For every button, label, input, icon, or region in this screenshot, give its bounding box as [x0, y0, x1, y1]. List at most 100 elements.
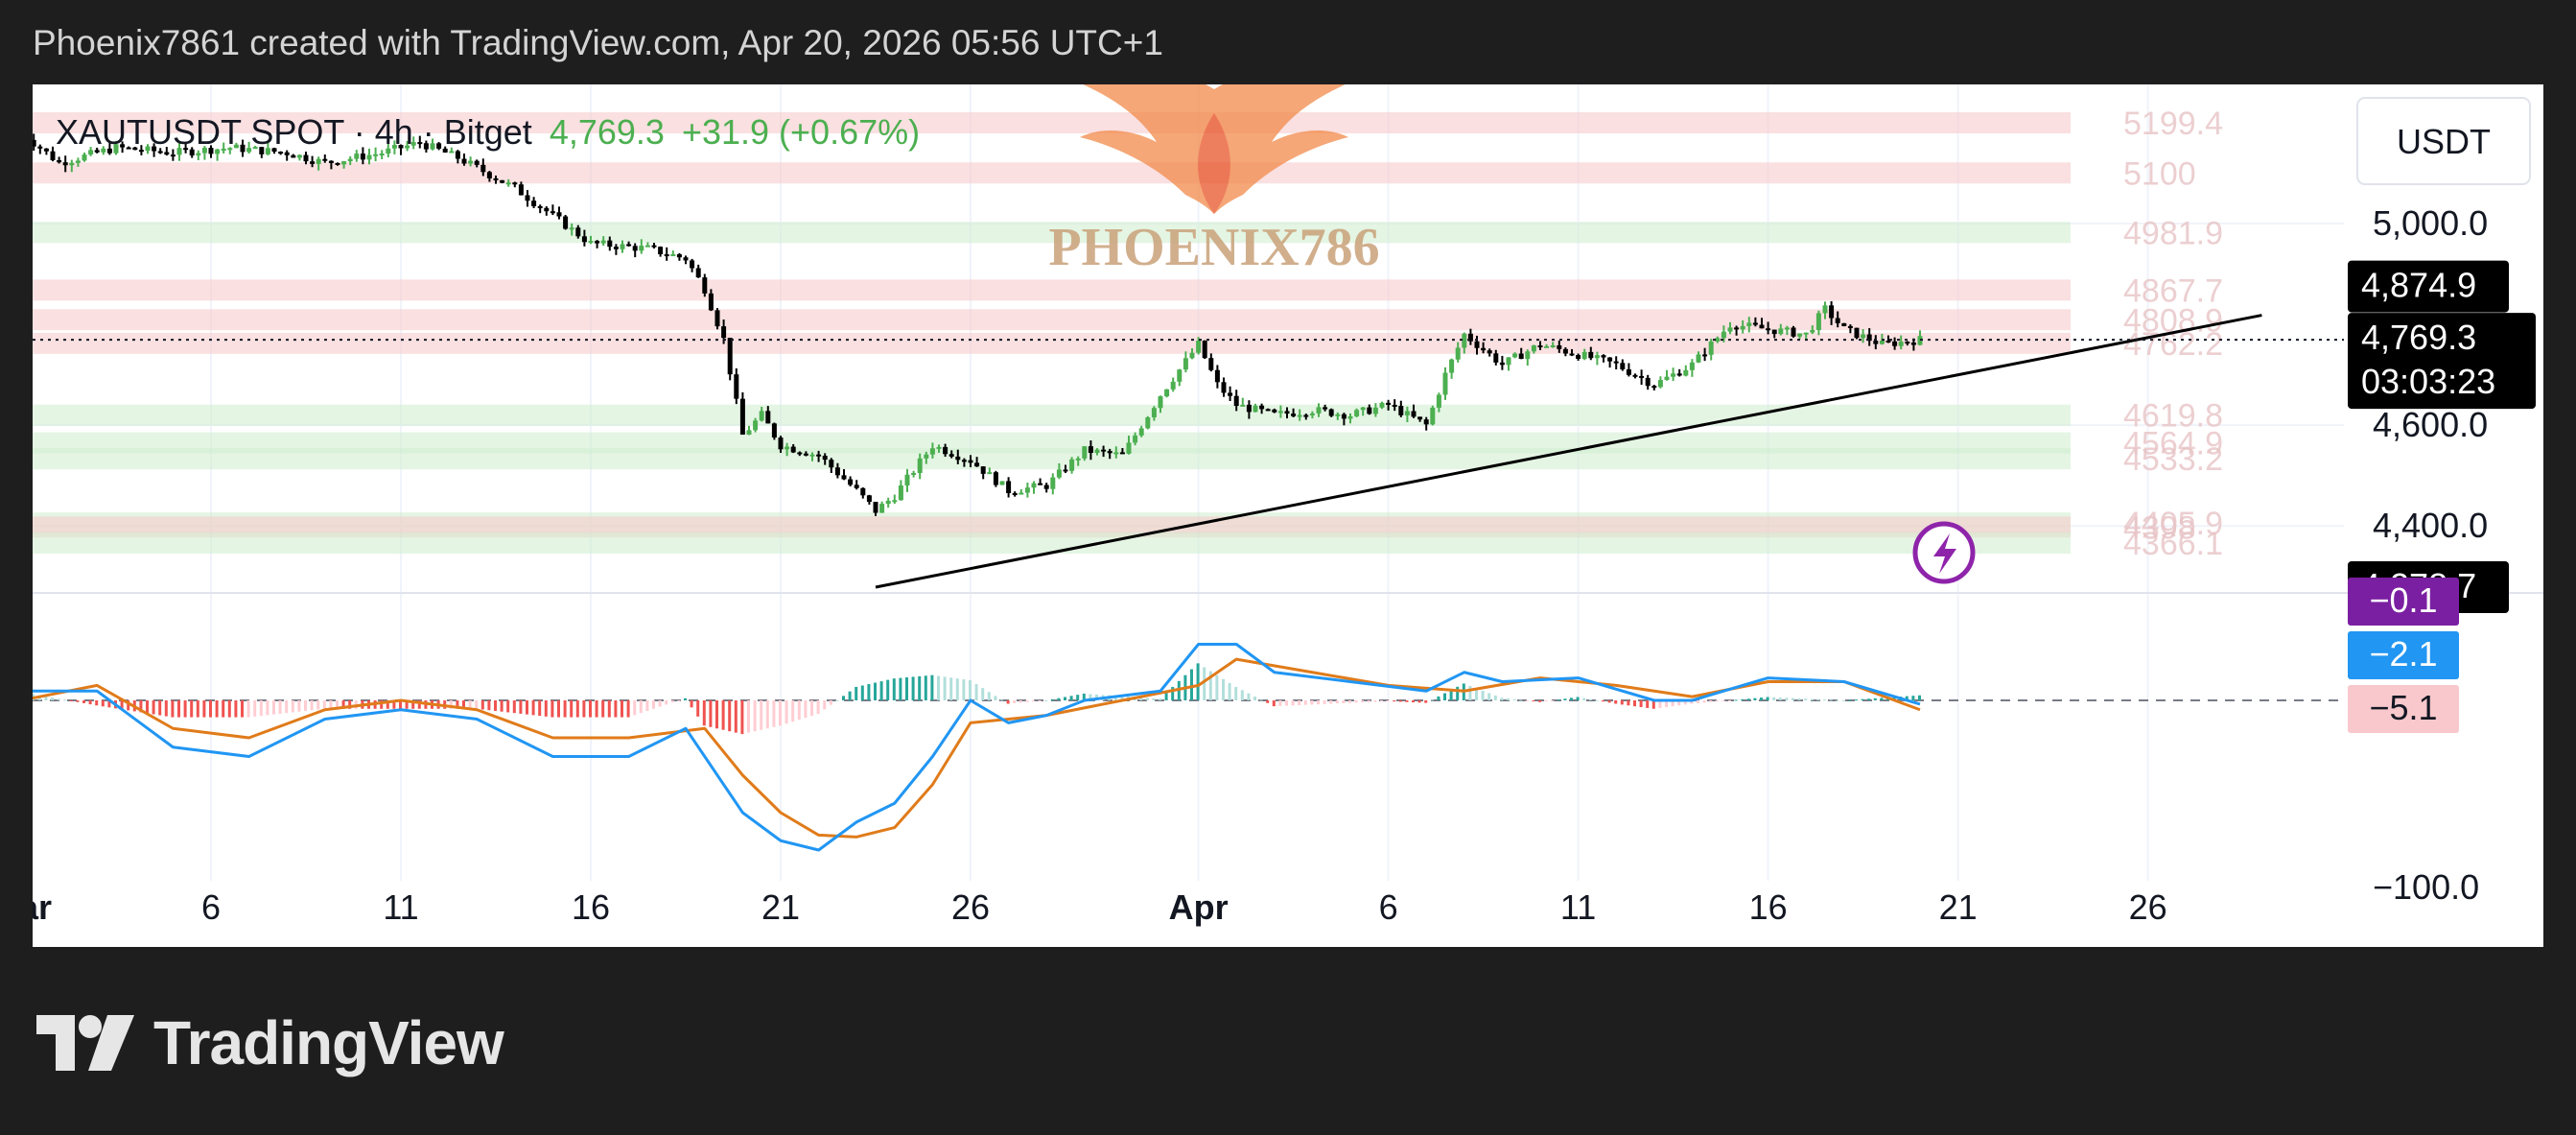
- macd-histogram-bar: [1405, 700, 1409, 702]
- zone-label: 4619.8: [2123, 398, 2223, 435]
- candle-body: [854, 485, 859, 488]
- candle-body: [999, 481, 1005, 485]
- candle-body: [1797, 333, 1803, 337]
- macd-histogram-bar: [241, 700, 244, 718]
- x-axis-label: 11: [1560, 887, 1596, 927]
- macd-histogram-bar: [1050, 698, 1054, 700]
- trendline[interactable]: [875, 314, 2262, 589]
- candle-body: [1474, 341, 1480, 348]
- lightning-icon[interactable]: [1912, 521, 1976, 584]
- macd-histogram-bar: [1032, 700, 1035, 702]
- x-axis-label: 26: [951, 887, 990, 927]
- candle-body: [1835, 318, 1840, 323]
- macd-histogram-bar: [1602, 700, 1604, 702]
- candle-body: [1632, 374, 1638, 377]
- macd-histogram-bar: [1076, 695, 1080, 700]
- x-axis-label: 6: [201, 887, 221, 927]
- candle-body: [94, 150, 100, 153]
- x-axis-label: 6: [1379, 887, 1398, 927]
- candle-body: [544, 207, 550, 212]
- candle-body: [1386, 402, 1392, 405]
- candle-body: [1151, 408, 1157, 418]
- candle-body: [316, 158, 321, 164]
- candle-body: [1626, 368, 1631, 375]
- macd-histogram-bar: [892, 678, 896, 700]
- candle-body: [848, 479, 854, 485]
- zone-band: [33, 309, 2071, 331]
- macd-histogram-bar: [291, 700, 294, 713]
- candle-body: [480, 164, 486, 173]
- candle-body: [455, 151, 460, 159]
- macd-histogram-bar: [297, 700, 301, 712]
- zone-band: [33, 516, 2071, 538]
- macd-histogram-bar: [1582, 698, 1586, 700]
- macd-histogram-bar: [1772, 697, 1776, 700]
- macd-histogram-bar: [526, 700, 528, 715]
- chart-panel[interactable]: 5199.4 5100 4981.9 4867.7 4808.9 4762.2 4619.8…: [33, 84, 2543, 947]
- axes: Mar 6 11 16 21 26 Apr 6 11 16 21 26 5,000.0 4,600.0 4,…: [33, 203, 2488, 927]
- macd-histogram-bar: [1519, 699, 1523, 701]
- candle-body: [1854, 327, 1860, 339]
- countdown-text: 03:03:23: [2361, 362, 2495, 401]
- macd-histogram-bar: [234, 700, 238, 718]
- macd-value-box: [2348, 578, 2459, 626]
- macd-histogram-bar: [1588, 698, 1592, 700]
- candle-body: [430, 143, 435, 150]
- macd-histogram-bar: [1412, 700, 1415, 703]
- macd-histogram-bar: [621, 700, 623, 718]
- macd-histogram-bar: [658, 700, 662, 707]
- candle-body: [1303, 414, 1309, 417]
- x-axis-label: 21: [761, 887, 800, 927]
- candle-body: [1277, 411, 1283, 414]
- candle-body: [753, 420, 759, 431]
- macd-histogram-bar: [468, 700, 472, 709]
- macd-histogram-bar: [626, 700, 630, 718]
- macd-histogram-bar: [842, 696, 845, 700]
- macd-histogram-bar: [1651, 700, 1655, 709]
- macd-histogram-bar: [639, 700, 643, 714]
- macd-histogram-bar: [1475, 688, 1478, 700]
- candle-body: [1082, 446, 1088, 459]
- candle-body: [113, 144, 119, 154]
- macd-histogram-bar: [1512, 698, 1516, 700]
- macd-histogram-bar: [95, 700, 99, 706]
- macd-histogram-bar: [107, 700, 111, 708]
- macd-histogram-bar: [557, 700, 560, 718]
- macd-histogram-bar: [1120, 696, 1124, 700]
- chart-canvas[interactable]: 5199.451004981.94867.74808.94762.24619.8…: [33, 84, 2543, 947]
- macd-histogram-bar: [1019, 700, 1022, 703]
- macd-histogram-bar: [146, 700, 149, 714]
- candle-body: [1341, 414, 1347, 419]
- tradingview-logo[interactable]: TradingView: [36, 1007, 504, 1078]
- macd-histogram-bar: [1797, 698, 1801, 700]
- macd-histogram-bar: [1303, 700, 1307, 705]
- candle-body: [1910, 343, 1916, 345]
- macd-histogram-bar: [487, 700, 491, 711]
- candle-body: [101, 148, 106, 153]
- macd-histogram-bar: [1196, 663, 1200, 700]
- candle-body: [873, 502, 878, 513]
- candle-body: [1702, 354, 1708, 357]
- macd-histogram-bar: [1240, 690, 1244, 700]
- macd-histogram-bar: [721, 700, 725, 730]
- candle-body: [341, 161, 347, 165]
- macd-histogram-bar: [1671, 700, 1674, 707]
- candle-body: [1861, 334, 1866, 339]
- candle-body: [164, 152, 170, 155]
- candle-body: [1107, 451, 1112, 454]
- macd-histogram-bar: [1323, 700, 1326, 704]
- currency-button[interactable]: USDT: [2356, 97, 2531, 185]
- candle-body: [1803, 332, 1809, 335]
- candle-body: [1683, 369, 1689, 376]
- macd-value-box: [2348, 631, 2459, 679]
- x-axis-label: Apr: [1169, 887, 1229, 927]
- macd-histogram-bar: [734, 700, 738, 733]
- candle-body: [1905, 342, 1910, 344]
- candle-body: [1518, 353, 1524, 360]
- candle-body: [1024, 487, 1030, 493]
- macd-histogram-bar: [860, 685, 864, 700]
- macd-histogram-bar: [760, 700, 763, 730]
- macd-histogram-bar: [994, 696, 997, 700]
- candle-body: [600, 240, 606, 244]
- candle-body: [968, 460, 973, 463]
